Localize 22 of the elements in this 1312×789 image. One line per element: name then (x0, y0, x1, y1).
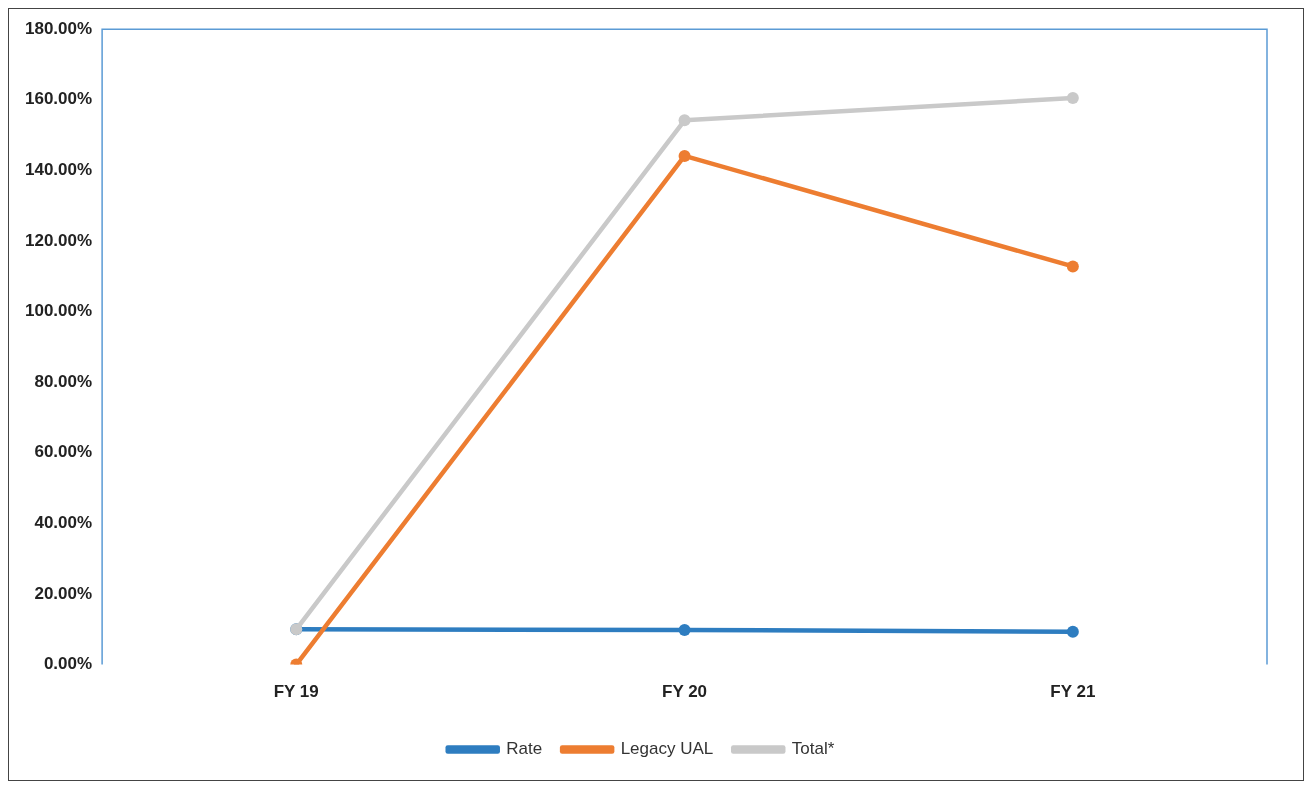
y-tick-label: 40.00% (34, 513, 93, 533)
point (1066, 260, 1079, 273)
legend-label: Legacy UAL (620, 739, 714, 759)
y-tick-label: 0.00% (43, 654, 93, 674)
legend-label: Total* (791, 739, 835, 759)
point (1066, 625, 1079, 638)
y-tick-label: 120.00% (24, 230, 93, 250)
point (678, 624, 691, 637)
y-tick-label: 60.00% (34, 442, 93, 462)
y-tick-label: 160.00% (24, 89, 93, 109)
point (678, 149, 691, 162)
x-tick-label: FY 20 (662, 682, 708, 702)
point (678, 114, 691, 127)
y-tick-label: 180.00% (24, 18, 93, 38)
y-tick-label: 140.00% (24, 160, 93, 180)
y-tick-label: 100.00% (24, 301, 93, 321)
y-tick-label: 80.00% (34, 371, 93, 391)
y-tick-label: 20.00% (34, 583, 93, 603)
point (1066, 92, 1079, 105)
legend-label: Rate (506, 739, 543, 759)
x-tick-label: FY 19 (273, 682, 319, 702)
x-tick-label: FY 21 (1050, 682, 1096, 702)
